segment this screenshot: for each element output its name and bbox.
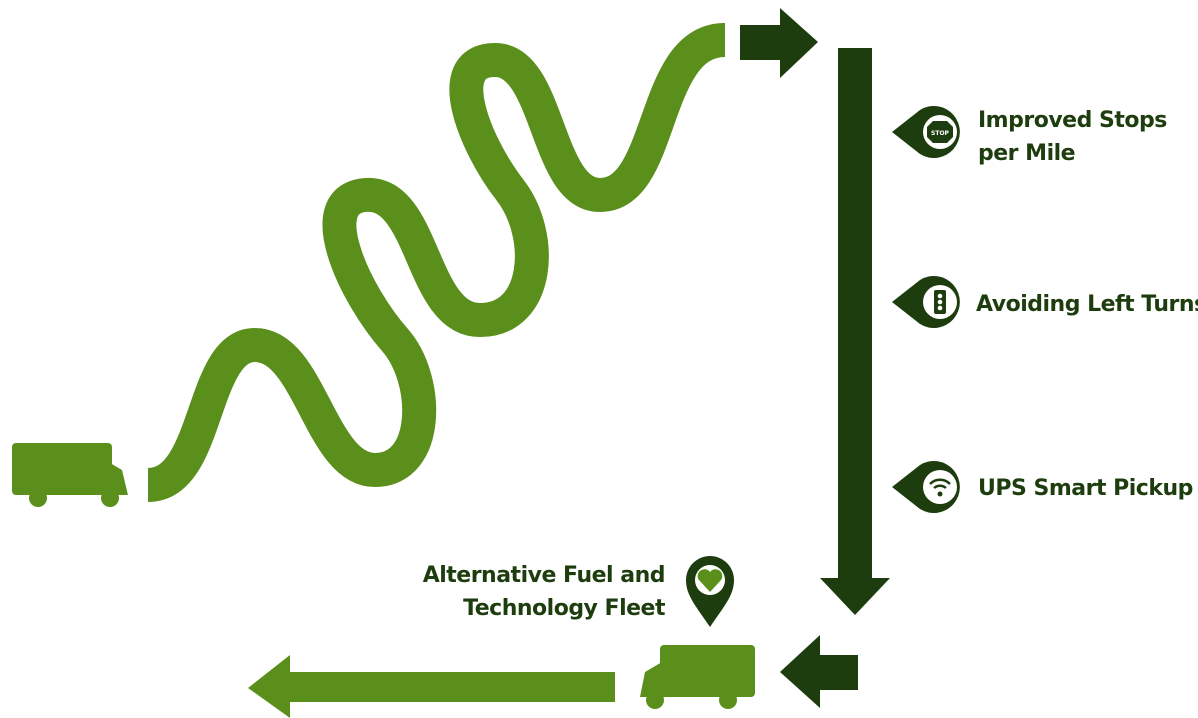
- label-line: per Mile: [978, 141, 1075, 166]
- wifi-pin: [892, 461, 960, 513]
- start-truck: [12, 443, 128, 507]
- traffic-pin: [892, 276, 960, 328]
- end-truck: [640, 645, 755, 709]
- stop-icon-text: STOP: [931, 130, 950, 137]
- label-line: Avoiding Left Turns: [976, 292, 1198, 317]
- fleet-pin: [686, 556, 734, 627]
- arrow-left-long: [248, 655, 615, 718]
- fleet-label-line: Alternative Fuel and: [423, 563, 665, 588]
- stop-pin: STOP: [892, 106, 960, 158]
- arrow-left: [780, 635, 858, 708]
- fleet-label-line: Technology Fleet: [463, 596, 666, 621]
- arrow-right: [740, 8, 818, 78]
- label-line: UPS Smart Pickup: [978, 476, 1193, 501]
- arrow-down: [820, 48, 890, 615]
- diagram: STOP Improved Stops per Mile Avoiding Le…: [0, 0, 1198, 718]
- label-line: Improved Stops: [978, 108, 1167, 133]
- winding-road: [148, 40, 725, 485]
